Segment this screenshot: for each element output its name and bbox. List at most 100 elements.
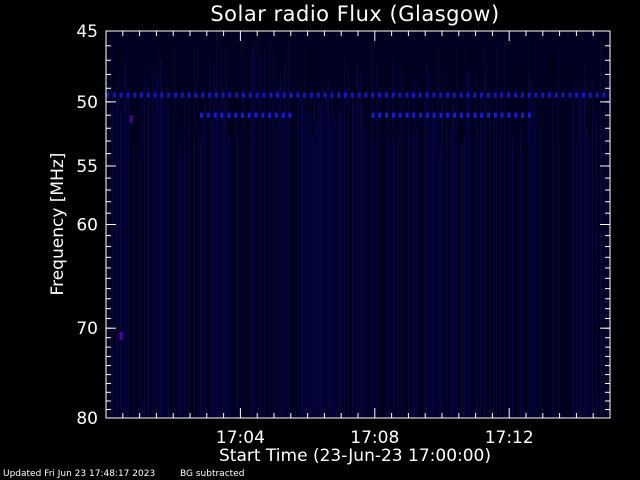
spectrogram-features bbox=[106, 92, 610, 340]
noise-streak bbox=[338, 87, 339, 418]
noise-streak bbox=[120, 109, 121, 418]
noise-streak bbox=[278, 85, 279, 418]
noise-streak bbox=[222, 85, 223, 418]
noise-streak bbox=[142, 97, 143, 418]
noise-streak bbox=[226, 46, 227, 418]
noise-streak bbox=[398, 133, 399, 418]
interference-mark bbox=[520, 92, 524, 98]
interference-mark bbox=[371, 112, 375, 118]
y-tick-label: 80 bbox=[76, 409, 98, 429]
interference-mark bbox=[391, 92, 395, 98]
noise-streak bbox=[426, 64, 427, 418]
noise-streak bbox=[558, 40, 559, 418]
interference-mark bbox=[412, 112, 416, 118]
noise-streak bbox=[270, 41, 271, 418]
noise-streak bbox=[454, 104, 455, 418]
noise-streak bbox=[158, 40, 159, 418]
noise-streak bbox=[134, 147, 135, 418]
interference-mark bbox=[425, 92, 429, 98]
noise-streak bbox=[580, 86, 581, 418]
noise-streak bbox=[486, 68, 487, 418]
noise-streak bbox=[184, 90, 185, 418]
noise-streak bbox=[370, 138, 371, 418]
noise-streak bbox=[274, 80, 275, 418]
noise-streak bbox=[480, 95, 481, 418]
noise-streak bbox=[438, 46, 439, 418]
interference-mark bbox=[466, 112, 470, 118]
noise-streak bbox=[298, 83, 299, 418]
noise-streak bbox=[554, 144, 555, 418]
interference-mark bbox=[473, 92, 477, 98]
interference-mark bbox=[439, 112, 443, 118]
interference-mark bbox=[588, 92, 592, 98]
noise-streak bbox=[144, 64, 145, 418]
interference-mark bbox=[384, 92, 388, 98]
interference-mark bbox=[418, 92, 422, 98]
interference-mark bbox=[106, 92, 109, 98]
interference-mark bbox=[240, 112, 244, 118]
noise-streak bbox=[334, 117, 335, 418]
interference-mark bbox=[323, 92, 327, 98]
noise-streak bbox=[534, 102, 535, 418]
noise-streak bbox=[372, 41, 373, 418]
interference-mark bbox=[500, 112, 504, 118]
interference-mark bbox=[446, 92, 449, 98]
interference-mark bbox=[344, 92, 347, 98]
interference-mark bbox=[254, 112, 258, 118]
interference-mark bbox=[208, 92, 211, 98]
interference-mark bbox=[228, 92, 232, 98]
noise-streak bbox=[356, 53, 357, 418]
interference-mark bbox=[487, 112, 491, 118]
interference-mark bbox=[140, 92, 143, 98]
noise-streak bbox=[576, 137, 577, 418]
noise-streak bbox=[116, 101, 117, 418]
noise-streak bbox=[360, 67, 361, 418]
noise-streak bbox=[312, 137, 313, 418]
interference-mark bbox=[405, 112, 409, 118]
interference-mark bbox=[364, 92, 368, 98]
footer-updated-text: Updated Fri Jun 23 17:48:17 2023 bbox=[3, 469, 156, 479]
interference-mark bbox=[167, 92, 171, 98]
noise-streak bbox=[264, 47, 265, 418]
interference-mark bbox=[514, 92, 517, 98]
noise-streak bbox=[188, 83, 189, 418]
noise-streak bbox=[204, 97, 205, 418]
noise-streak bbox=[460, 141, 461, 418]
noise-streak bbox=[456, 41, 457, 418]
noise-streak bbox=[518, 150, 519, 418]
footer-note: BG subtracted bbox=[180, 469, 245, 479]
noise-streak bbox=[272, 44, 273, 418]
interference-mark bbox=[425, 112, 429, 118]
noise-streak bbox=[490, 99, 491, 418]
noise-streak bbox=[282, 117, 283, 418]
noise-streak bbox=[126, 49, 127, 418]
noise-streak bbox=[494, 110, 495, 418]
interference-mark bbox=[220, 112, 224, 118]
noise-streak bbox=[362, 102, 363, 418]
interference-mark bbox=[439, 92, 443, 98]
interference-mark bbox=[174, 92, 177, 98]
noise-streak bbox=[138, 145, 139, 418]
x-tick-label: 17:12 bbox=[485, 428, 534, 448]
noise-streak bbox=[198, 134, 199, 418]
noise-streak bbox=[512, 135, 513, 418]
noise-streak bbox=[328, 77, 329, 418]
noise-streak bbox=[468, 72, 469, 418]
noise-streak bbox=[358, 58, 359, 418]
noise-streak bbox=[528, 38, 529, 418]
noise-streak bbox=[416, 127, 417, 418]
interference-mark bbox=[194, 92, 198, 98]
x-tick-label: 17:04 bbox=[216, 428, 265, 448]
interference-mark bbox=[398, 112, 402, 118]
noise-streak bbox=[286, 40, 287, 418]
interference-mark bbox=[432, 92, 436, 98]
noise-streak bbox=[476, 72, 477, 418]
noise-streak bbox=[210, 56, 211, 418]
noise-streak bbox=[112, 91, 113, 418]
interference-mark bbox=[541, 92, 545, 98]
noise-streak bbox=[284, 63, 285, 418]
noise-streak bbox=[224, 101, 225, 418]
noise-streak bbox=[386, 85, 387, 418]
noise-streak bbox=[522, 140, 523, 418]
interference-mark bbox=[527, 92, 531, 98]
